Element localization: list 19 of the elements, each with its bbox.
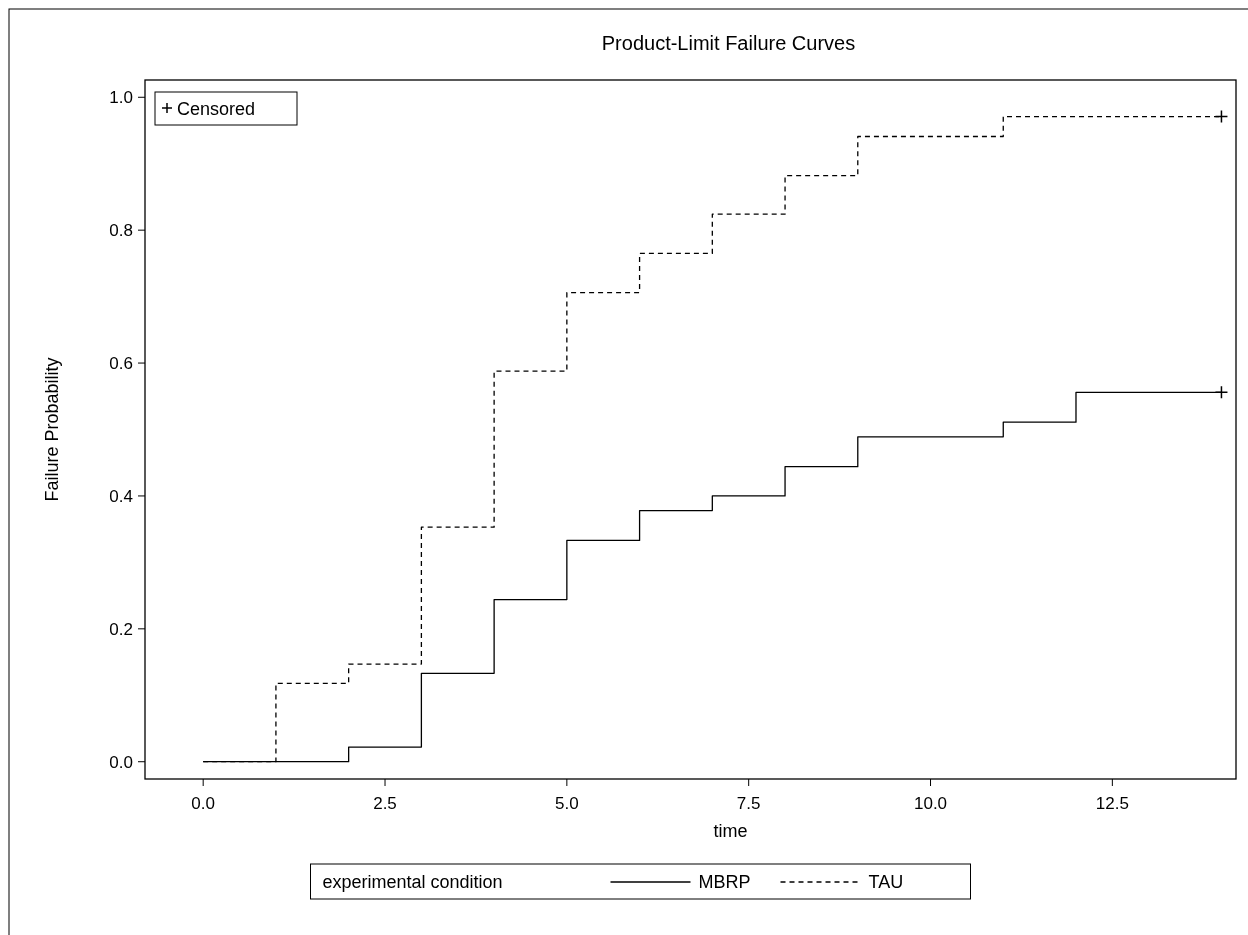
y-tick-label: 0.6 [109,354,133,374]
y-tick-label: 0.2 [109,619,133,639]
y-tick-label: 0.8 [109,221,133,241]
x-tick-label: 10.0 [913,794,948,813]
x-tick-label: 7.5 [736,794,761,813]
chart-title: Product-Limit Failure Curves [601,32,856,54]
y-axis-title: Failure Probability [42,357,62,502]
x-tick-label: 0.0 [191,794,216,813]
legend-label: MBRP [698,872,751,892]
x-tick-label: 12.5 [1095,794,1129,813]
legend-label: TAU [868,872,904,892]
y-tick-label: 0.0 [109,752,133,772]
y-tick-label: 1.0 [109,88,133,108]
legend-label: Censored [177,99,256,119]
y-tick-label: 0.4 [109,486,133,506]
x-axis-title: time [713,821,748,841]
x-tick-label: 5.0 [555,794,579,813]
x-tick-label: 2.5 [373,794,397,813]
legend-title: experimental condition [322,872,503,892]
